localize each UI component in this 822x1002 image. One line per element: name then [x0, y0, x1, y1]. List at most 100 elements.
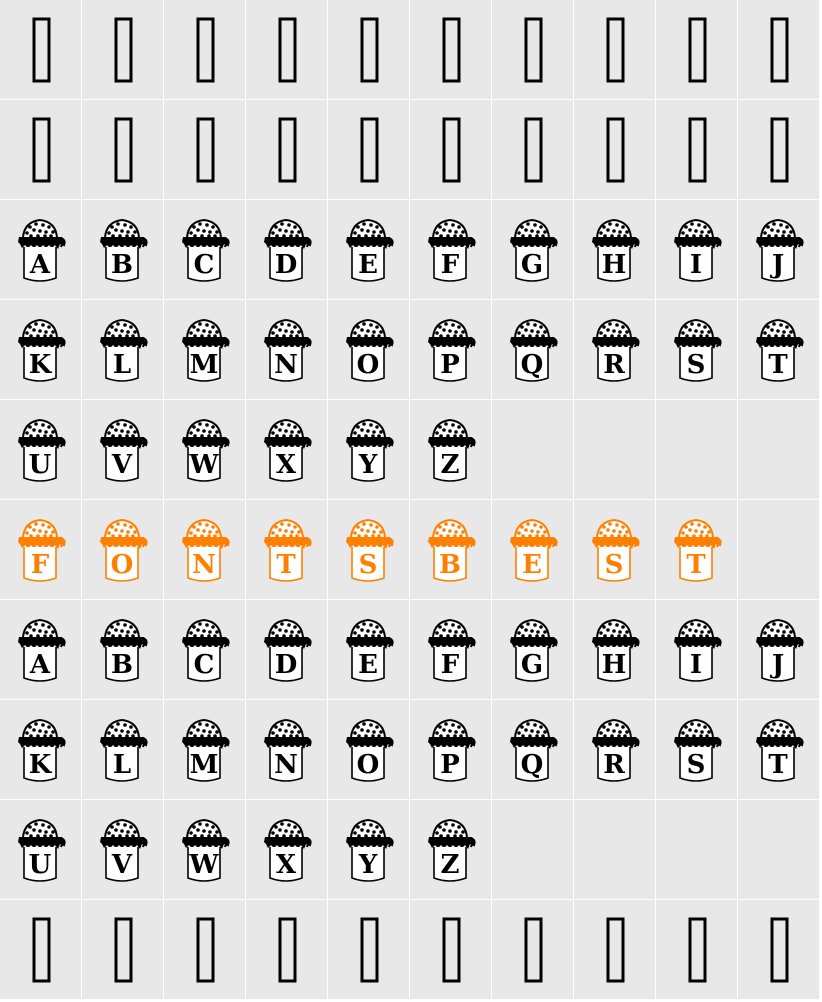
- can-body: [679, 747, 713, 782]
- can-body: [351, 647, 385, 682]
- paint-can-glyph: [756, 718, 804, 782]
- glyph-cell: R: [574, 700, 655, 799]
- can-lid: [21, 318, 59, 339]
- glyph-letter: N: [274, 750, 298, 780]
- paint-can-glyph: [592, 618, 640, 682]
- paint-drip: [100, 737, 146, 749]
- glyph-cell: [246, 100, 327, 199]
- paint-drip: [674, 637, 720, 649]
- paint-can-glyph: [510, 618, 558, 682]
- paint-drip: [264, 237, 310, 249]
- paint-drip: [182, 537, 228, 549]
- can-lid: [431, 518, 469, 539]
- glyph-letter: M: [190, 350, 219, 380]
- paint-can-glyph: [592, 518, 640, 582]
- glyph-letter: X: [276, 850, 297, 880]
- glyph-cell: A: [0, 600, 81, 699]
- glyph-letter: W: [188, 450, 219, 480]
- glyph-letter: B: [439, 550, 461, 580]
- glyph-cell: [82, 900, 163, 999]
- glyph-cell: K: [0, 300, 81, 399]
- glyph-letter: A: [29, 250, 51, 280]
- paint-drip: [756, 737, 802, 749]
- can-lid: [103, 418, 141, 439]
- paint-can-glyph: [674, 318, 722, 382]
- glyph-cell: S: [656, 300, 737, 399]
- glyph-letter: S: [605, 550, 624, 580]
- glyph-cell: [656, 400, 737, 499]
- paint-can-glyph: [510, 718, 558, 782]
- missing-glyph-box: [606, 917, 625, 983]
- glyph-cell: [328, 100, 409, 199]
- missing-glyph-box: [770, 17, 789, 83]
- missing-glyph-box: [442, 917, 461, 983]
- can-body: [23, 847, 57, 882]
- glyph-letter: N: [192, 550, 216, 580]
- glyph-letter: Y: [358, 850, 378, 880]
- glyph-letter: B: [111, 250, 133, 280]
- glyph-cell: K: [0, 700, 81, 799]
- can-body: [433, 347, 467, 382]
- glyph-letter: X: [276, 450, 297, 480]
- paint-can-glyph: [674, 218, 722, 282]
- can-lid: [677, 518, 715, 539]
- paint-drip: [264, 337, 310, 349]
- paint-drip: [346, 437, 392, 449]
- glyph-letter: J: [770, 250, 784, 280]
- glyph-cell: F: [0, 500, 81, 599]
- can-lid: [595, 318, 633, 339]
- glyph-cell: [492, 900, 573, 999]
- can-lid: [349, 218, 387, 239]
- glyph-letter: E: [358, 250, 378, 280]
- glyph-letter: B: [111, 650, 133, 680]
- paint-drip: [18, 837, 64, 849]
- glyph-cell: N: [164, 500, 245, 599]
- can-body: [433, 747, 467, 782]
- can-body: [23, 247, 57, 282]
- can-lid: [513, 718, 551, 739]
- can-lid: [21, 618, 59, 639]
- paint-can-glyph: [428, 418, 476, 482]
- glyph-cell: L: [82, 700, 163, 799]
- can-body: [761, 647, 795, 682]
- paint-drip: [100, 337, 146, 349]
- glyph-cell: M: [164, 300, 245, 399]
- glyph-letter: C: [194, 250, 215, 280]
- paint-can-glyph: [756, 218, 804, 282]
- paint-drip: [18, 737, 64, 749]
- glyph-cell: [0, 900, 81, 999]
- glyph-cell: Q: [492, 300, 573, 399]
- can-body: [597, 647, 631, 682]
- paint-drip: [346, 537, 392, 549]
- paint-can-glyph: [428, 818, 476, 882]
- paint-can-glyph: [346, 218, 394, 282]
- paint-can-glyph: [264, 818, 312, 882]
- glyph-cell: [656, 800, 737, 899]
- paint-drip: [428, 537, 474, 549]
- glyph-letter: N: [274, 350, 298, 380]
- glyph-cell: C: [164, 600, 245, 699]
- glyph-letter: L: [113, 350, 131, 380]
- glyph-cell: T: [246, 500, 327, 599]
- glyph-letter: S: [687, 350, 706, 380]
- paint-can-glyph: [18, 818, 66, 882]
- can-lid: [267, 218, 305, 239]
- glyph-letter: E: [358, 650, 378, 680]
- can-lid: [513, 218, 551, 239]
- paint-can-glyph: [182, 418, 230, 482]
- glyph-letter: Y: [358, 450, 378, 480]
- missing-glyph-box: [114, 117, 133, 183]
- missing-glyph-box: [32, 117, 51, 183]
- glyph-cell: [738, 900, 819, 999]
- can-lid: [431, 318, 469, 339]
- glyph-cell: [738, 400, 819, 499]
- glyph-cell: C: [164, 200, 245, 299]
- glyph-cell: Z: [410, 400, 491, 499]
- glyph-cell: [246, 0, 327, 99]
- paint-drip: [182, 637, 228, 649]
- glyph-letter: U: [29, 450, 52, 480]
- paint-can-glyph: [674, 718, 722, 782]
- can-lid: [431, 818, 469, 839]
- can-body: [187, 247, 221, 282]
- paint-drip: [100, 437, 146, 449]
